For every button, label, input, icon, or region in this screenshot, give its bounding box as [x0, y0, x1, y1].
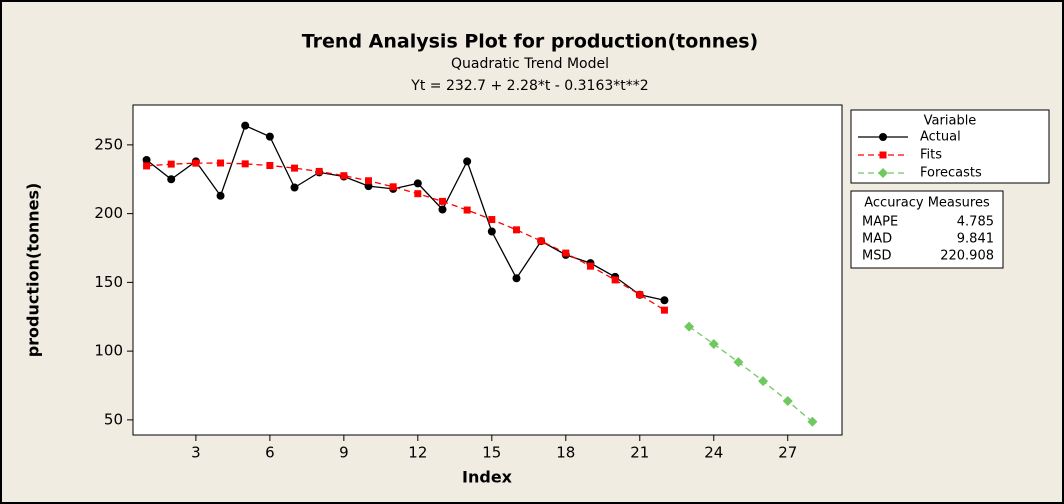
data-point — [463, 157, 472, 166]
equation: Yt = 232.7 + 2.28*t - 0.3163*t**2 — [410, 78, 648, 94]
data-point — [142, 156, 151, 164]
legend-label: Forecasts — [920, 166, 982, 181]
measure-value: 9.841 — [957, 232, 994, 247]
data-point — [708, 338, 719, 349]
data-point — [660, 296, 669, 305]
y-tick-label: 250 — [94, 135, 123, 153]
y-tick-label: 200 — [94, 204, 123, 222]
legend-label: Fits — [920, 148, 942, 163]
data-point — [512, 226, 520, 234]
x-tick-label: 9 — [339, 444, 349, 462]
data-point — [389, 183, 397, 191]
data-point — [586, 262, 594, 270]
data-point — [487, 227, 496, 236]
x-tick-label: 12 — [408, 444, 427, 462]
measure-name: MAPE — [862, 215, 898, 230]
measure-name: MAD — [862, 232, 892, 247]
accuracy-title: Accuracy Measures — [864, 196, 990, 211]
x-tick-label: 18 — [556, 444, 575, 462]
legend-label: Actual — [920, 130, 961, 145]
data-point — [463, 206, 471, 214]
y-tick-label: 50 — [104, 410, 123, 428]
x-tick-label: 27 — [778, 444, 797, 462]
data-point — [807, 416, 818, 427]
data-point — [241, 160, 249, 168]
legend-marker — [879, 151, 887, 159]
data-point — [537, 237, 545, 245]
measure-value: 4.785 — [957, 215, 994, 230]
legend-marker — [878, 168, 888, 178]
data-point — [660, 306, 668, 314]
legend-marker — [879, 133, 887, 141]
data-point — [291, 164, 299, 172]
x-tick-label: 24 — [704, 444, 723, 462]
x-tick-label: 6 — [265, 444, 275, 462]
data-point — [143, 162, 151, 170]
data-point — [488, 216, 496, 224]
data-point — [265, 132, 274, 141]
x-tick-label: 3 — [191, 444, 201, 462]
data-point — [167, 160, 175, 168]
data-point — [782, 396, 793, 407]
data-point — [636, 291, 644, 299]
x-axis-label: Index — [462, 468, 513, 487]
data-point — [611, 276, 619, 284]
data-point — [217, 159, 225, 167]
data-point — [758, 376, 769, 387]
data-point — [438, 197, 446, 205]
accuracy-box — [850, 190, 1004, 269]
data-point — [733, 357, 744, 368]
series-line — [146, 124, 665, 301]
subtitle: Quadratic Trend Model — [451, 56, 609, 72]
data-point — [512, 274, 521, 283]
data-point — [290, 183, 299, 192]
series-line — [146, 162, 665, 311]
data-point — [167, 175, 176, 184]
plot-area — [132, 104, 843, 436]
data-point — [562, 249, 570, 257]
x-tick-label: 21 — [630, 444, 649, 462]
series-line — [688, 326, 813, 423]
data-point — [365, 177, 373, 185]
data-point — [413, 179, 422, 188]
data-point — [438, 205, 447, 214]
data-point — [315, 167, 323, 175]
data-point — [684, 321, 695, 332]
legend-title: Variable — [924, 114, 977, 129]
x-tick-label: 15 — [482, 444, 501, 462]
data-point — [241, 121, 250, 130]
data-point — [340, 172, 348, 180]
measure-name: MSD — [862, 249, 891, 264]
chart-title: Trend Analysis Plot for production(tonne… — [302, 31, 758, 53]
measure-value: 220.908 — [940, 249, 994, 264]
data-point — [414, 190, 422, 198]
data-point — [266, 162, 274, 169]
y-axis-label: production(tonnes) — [24, 183, 43, 358]
data-point — [192, 159, 200, 167]
y-tick-label: 100 — [94, 342, 123, 360]
data-point — [216, 191, 225, 200]
y-tick-label: 150 — [94, 273, 123, 291]
